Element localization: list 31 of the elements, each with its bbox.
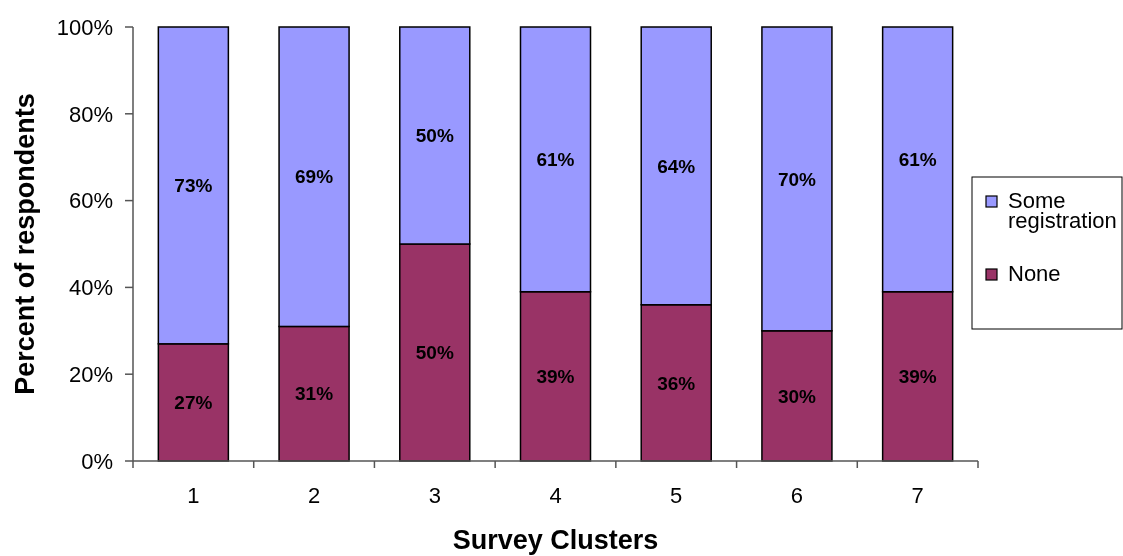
data-label: 39%	[536, 366, 575, 388]
x-tick-label: 7	[911, 483, 924, 508]
x-tick-label: 1	[187, 483, 200, 508]
data-label: 31%	[295, 383, 334, 405]
data-label: 69%	[295, 166, 334, 188]
data-label: 73%	[174, 175, 213, 197]
data-label: 30%	[777, 385, 817, 407]
x-tick-label: 2	[307, 483, 321, 508]
x-tick-label: 4	[549, 483, 562, 508]
data-label: 36%	[657, 372, 696, 394]
data-label: 50%	[415, 125, 454, 147]
y-tick-label: 20%	[68, 361, 113, 387]
y-tick-label: 40%	[68, 275, 113, 301]
x-tick-label: 3	[428, 483, 441, 508]
y-tick-label: 100%	[56, 14, 113, 40]
x-tick-label: 5	[670, 483, 683, 508]
x-tick-label: 6	[790, 483, 804, 508]
data-label: 70%	[777, 168, 817, 190]
y-tick-label: 0%	[81, 448, 113, 474]
y-axis-title: Percent of respondents	[10, 93, 40, 395]
y-tick-label: 60%	[68, 188, 113, 214]
data-label: 61%	[898, 149, 937, 171]
data-label: 61%	[536, 149, 575, 171]
x-axis-title: Survey Clusters	[452, 525, 659, 555]
legend-label: None	[1008, 261, 1061, 286]
y-tick-label: 80%	[68, 101, 113, 127]
data-label: 39%	[898, 366, 937, 388]
data-label: 64%	[657, 155, 696, 177]
legend-label: Some registration	[1008, 188, 1117, 233]
data-label: 50%	[415, 342, 454, 364]
data-label: 27%	[174, 392, 213, 414]
